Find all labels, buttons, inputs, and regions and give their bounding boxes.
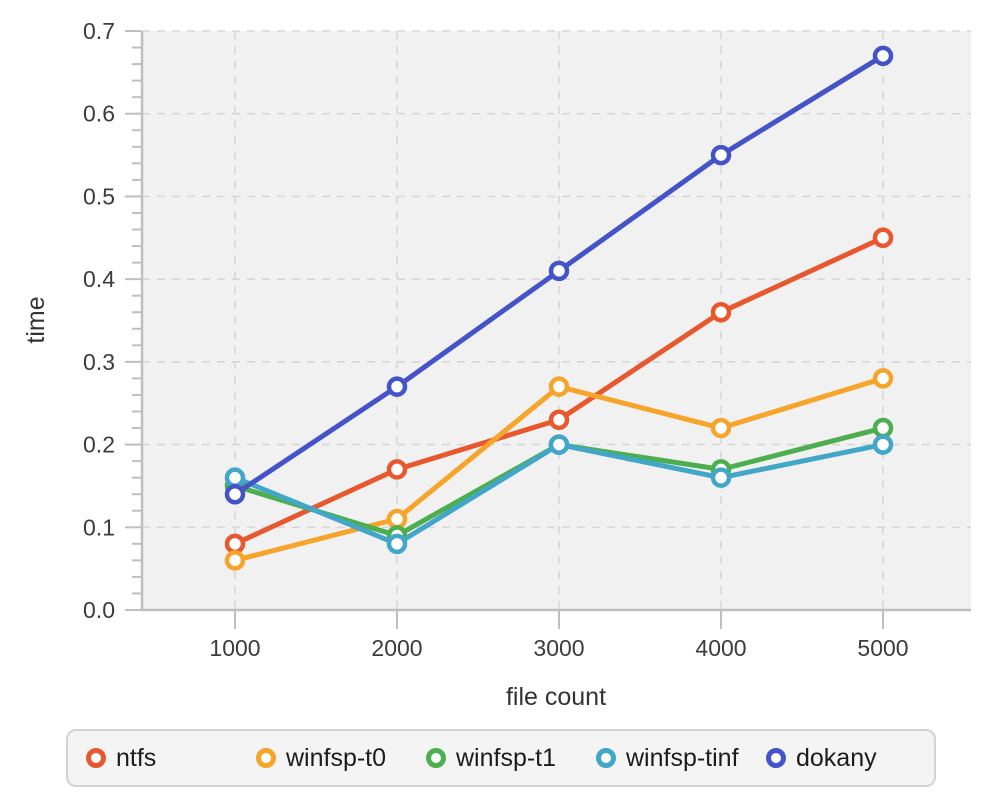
y-tick-label: 0.5 — [83, 183, 115, 209]
data-point-dokany — [386, 376, 408, 397]
x-tick-label: 3000 — [533, 635, 584, 661]
legend-marker-winfsp-t1-icon — [426, 748, 446, 768]
legend-item-dokany[interactable]: dokany — [766, 744, 877, 773]
data-point-winfsp-tinf — [872, 434, 894, 455]
axes — [125, 30, 971, 629]
data-point-winfsp-tinf — [710, 467, 732, 488]
x-tick-label: 4000 — [695, 635, 746, 661]
legend-label: ntfs — [116, 743, 157, 772]
legend-label: winfsp-t1 — [456, 743, 557, 772]
data-point-winfsp-t1 — [872, 417, 894, 439]
data-point-ntfs — [386, 459, 408, 480]
data-point-winfsp-t0 — [386, 508, 408, 530]
y-tick-label: 0.0 — [83, 597, 115, 623]
y-tick-label: 0.2 — [83, 432, 115, 458]
legend-label: dokany — [796, 743, 877, 772]
y-tick-label: 0.1 — [83, 514, 115, 540]
legend-item-winfsp-tinf[interactable]: winfsp-tinf — [596, 744, 766, 773]
x-axis-title: file count — [506, 683, 606, 711]
line-chart: 0.0 0.1 0.2 0.3 0.4 0.5 0.6 0.7 1000 2000 3000 4000… — [22, 18, 971, 711]
plot-background — [142, 31, 971, 610]
data-point-dokany — [710, 144, 732, 166]
series-dokany — [224, 45, 894, 505]
data-point-dokany — [224, 483, 246, 505]
data-point-ntfs — [224, 533, 246, 555]
y-tick-label: 0.7 — [83, 18, 115, 44]
x-tick-label: 1000 — [209, 635, 260, 661]
gridlines — [142, 30, 971, 610]
data-point-winfsp-tinf — [224, 467, 246, 488]
data-point-ntfs — [548, 409, 570, 431]
legend-label: winfsp-tinf — [626, 743, 739, 772]
legend-marker-winfsp-t0-icon — [256, 748, 276, 768]
data-point-winfsp-t0 — [224, 550, 246, 571]
y-tick-label: 0.4 — [83, 266, 115, 292]
data-point-ntfs — [710, 301, 732, 323]
legend-marker-dokany-icon — [766, 748, 786, 768]
y-tick-label: 0.3 — [83, 349, 115, 375]
x-tick-label: 2000 — [371, 635, 422, 661]
data-point-winfsp-t0 — [548, 376, 570, 397]
chart-legend: ntfs winfsp-t0 winfsp-t1 winfsp-tinf dokany — [66, 729, 936, 787]
y-axis-title: time — [22, 296, 50, 343]
legend-item-winfsp-t1[interactable]: winfsp-t1 — [426, 744, 596, 773]
series-winfsp-t0 — [224, 368, 894, 571]
data-point-winfsp-t0 — [710, 417, 732, 439]
data-point-dokany — [548, 260, 570, 282]
legend-marker-ntfs-icon — [86, 748, 106, 768]
legend-marker-winfsp-tinf-icon — [596, 748, 616, 768]
data-point-winfsp-tinf — [386, 533, 408, 555]
data-point-ntfs — [872, 227, 894, 249]
x-tick-label: 5000 — [857, 635, 908, 661]
legend-item-winfsp-t0[interactable]: winfsp-t0 — [256, 744, 426, 773]
y-tick-label: 0.6 — [83, 101, 115, 127]
legend-item-ntfs[interactable]: ntfs — [86, 744, 256, 773]
plot-area: 0.0 0.1 0.2 0.3 0.4 0.5 0.6 0.7 1000 2000 3000 4000… — [83, 18, 971, 661]
tick-labels: 0.0 0.1 0.2 0.3 0.4 0.5 0.6 0.7 1000 2000 3000 4000… — [83, 18, 909, 661]
data-point-dokany — [872, 45, 894, 67]
series-ntfs — [224, 227, 894, 555]
data-point-winfsp-t0 — [872, 368, 894, 389]
data-point-winfsp-tinf — [548, 434, 570, 455]
legend-label: winfsp-t0 — [286, 743, 387, 772]
